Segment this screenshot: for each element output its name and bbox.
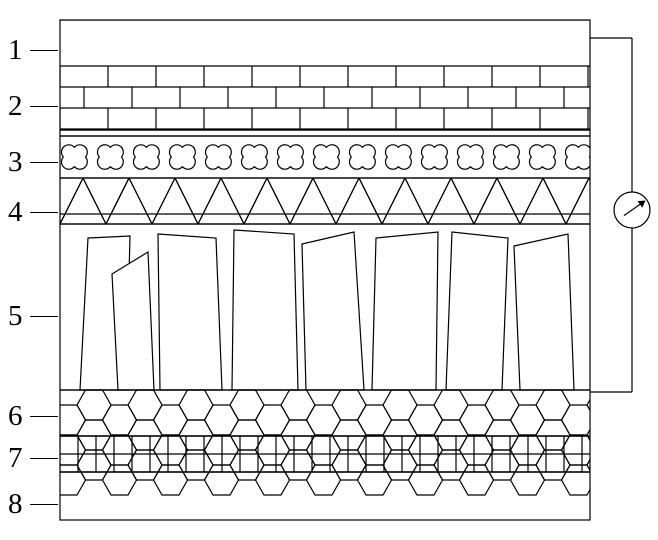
- diagram-svg: [0, 0, 658, 540]
- diagram-canvas: { "diagram": { "type": "layered-schemati…: [0, 0, 658, 540]
